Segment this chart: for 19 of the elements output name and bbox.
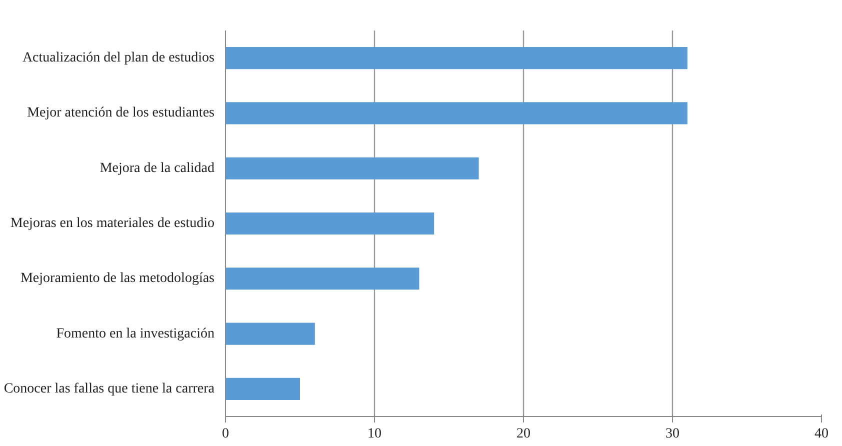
bar bbox=[226, 157, 479, 180]
bar bbox=[226, 47, 688, 70]
bar bbox=[226, 268, 420, 290]
y-tick-label: Actualización del plan de estudios bbox=[22, 50, 215, 66]
x-tick-label: 10 bbox=[368, 426, 382, 442]
y-tick-label: Mejora de la calidad bbox=[100, 160, 215, 176]
x-tick-label: 40 bbox=[814, 426, 828, 442]
x-tick-label: 30 bbox=[666, 426, 680, 442]
bar bbox=[226, 378, 300, 400]
y-tick-label: Mejoras en los materiales de estudio bbox=[10, 216, 214, 231]
x-tick-label: 20 bbox=[516, 426, 530, 442]
bar bbox=[226, 322, 315, 345]
y-tick-label: Mejor atención de los estudiantes bbox=[27, 106, 215, 121]
x-tick-label: 0 bbox=[222, 426, 229, 442]
y-tick-label: Fomento en la investigación bbox=[56, 326, 215, 342]
bar bbox=[226, 102, 688, 124]
y-tick-label: Mejoramiento de las metodologías bbox=[20, 271, 215, 286]
y-tick-label: Conocer las fallas que tiene la carrera bbox=[4, 381, 216, 396]
bar bbox=[226, 212, 434, 235]
